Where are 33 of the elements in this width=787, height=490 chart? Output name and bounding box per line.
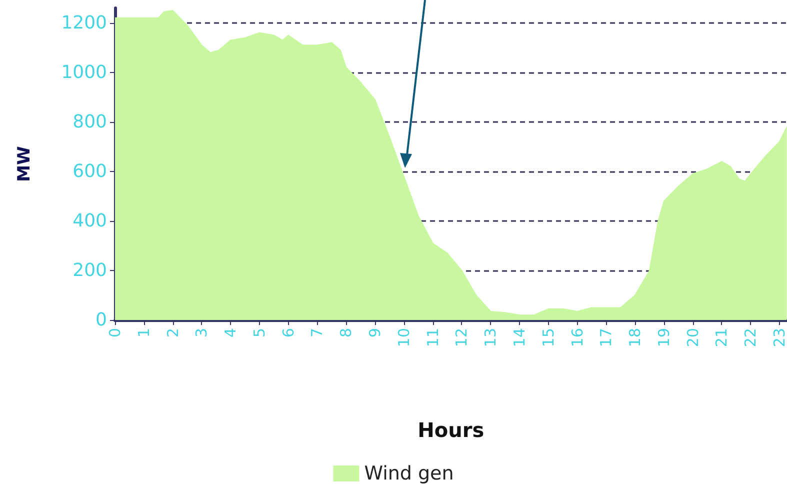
x-tick-label: 12 [452, 328, 471, 348]
x-tick-label: 1 [134, 328, 153, 338]
x-tick-label: 13 [482, 328, 500, 348]
x-tick-label: 9 [366, 328, 384, 338]
x-tick-label: 18 [626, 328, 644, 348]
x-tick-label: 21 [712, 328, 731, 348]
x-tick-label: 10 [394, 328, 413, 348]
y-tick-label: 600 [72, 160, 107, 182]
x-tick-label: 2 [164, 328, 182, 338]
x-tick-label: 5 [250, 328, 268, 338]
y-tick-label: 800 [72, 111, 107, 132]
y-tick-label: 400 [72, 210, 107, 232]
y-tick-label: 1000 [61, 62, 107, 83]
x-tick-label: 11 [424, 328, 442, 348]
x-tick-label: 7 [308, 328, 326, 338]
y-tick-label: 1200 [61, 12, 107, 34]
x-tick-label: 6 [279, 328, 298, 338]
x-tick-label: 0 [106, 328, 124, 338]
x-tick-label: 14 [510, 328, 528, 348]
x-tick-label: 19 [654, 328, 673, 348]
x-axis-title: Hours [418, 418, 484, 442]
x-tick-label: 17 [597, 328, 616, 348]
x-tick-label: 22 [742, 328, 760, 348]
legend-label: Wind gen [364, 462, 454, 484]
y-axis-title: MW [14, 146, 34, 182]
x-tick-label: 20 [684, 328, 702, 348]
y-tick-label: 200 [72, 260, 107, 281]
x-tick-label: 16 [568, 328, 586, 348]
x-tick-label: 15 [539, 328, 558, 348]
x-tick-label: 4 [222, 328, 240, 338]
x-tick-label: 8 [337, 328, 356, 338]
x-tick-label: 3 [192, 328, 211, 338]
x-tick-label: 23 [770, 328, 787, 348]
